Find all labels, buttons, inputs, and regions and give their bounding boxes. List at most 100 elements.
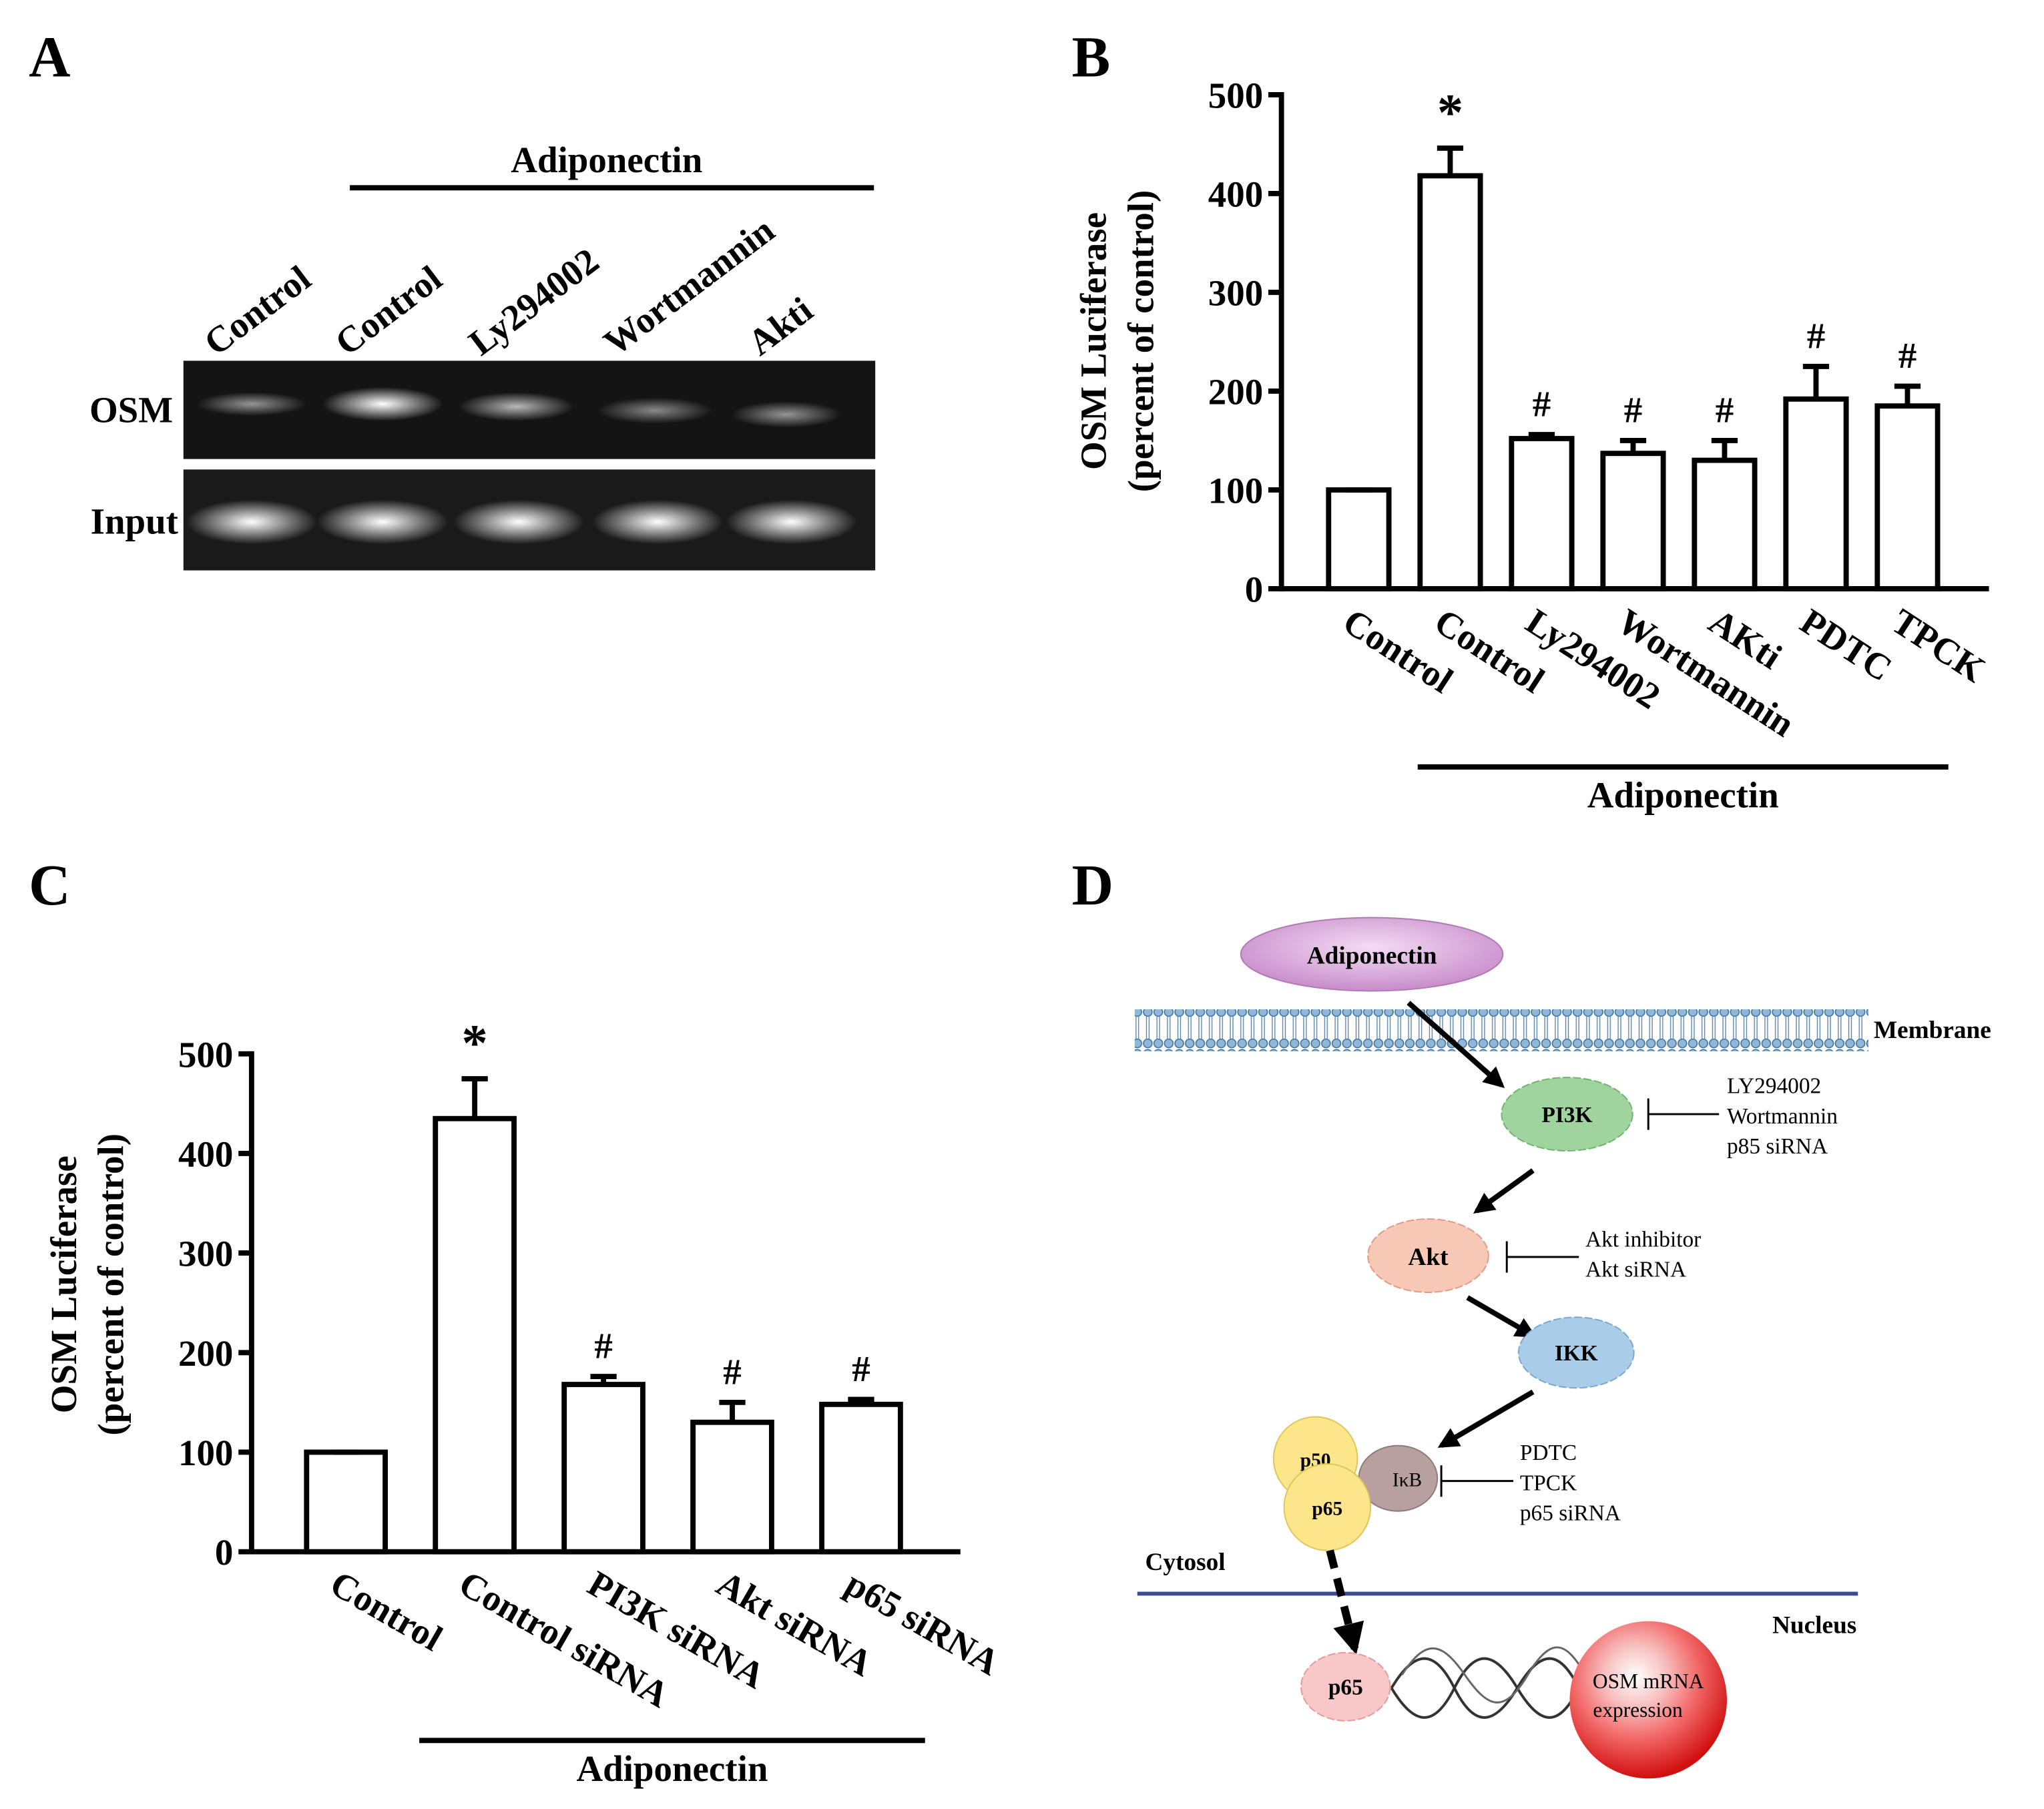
error-bar [1802,364,1830,399]
bar [1874,403,1941,591]
y-tick-label: 400 [1208,174,1263,215]
significance-mark: * [1437,83,1463,141]
inhibitor-label: TPCK [1520,1471,1577,1495]
node-label: IKK [1555,1341,1598,1366]
membrane-label: Membrane [1874,1017,1991,1044]
significance-mark: # [1624,389,1642,430]
y-axis-label: OSM Luciferase (percent of control) [1073,190,1162,493]
arrow [1407,1001,1505,1089]
y-axis-label-line: OSM Luciferase [1073,212,1114,470]
significance-mark: # [1898,335,1917,376]
bar [561,1382,646,1555]
lane-label: Control [328,258,449,363]
y-axis-label-line: OSM Luciferase [43,1155,84,1413]
bar [1509,436,1575,591]
arrow [1437,1389,1535,1449]
node-label: Adiponectin [1307,942,1437,969]
y-axis-label-line: (percent of control) [91,1133,132,1436]
y-tick-label: 300 [1208,273,1263,314]
pathway-diagram: Adiponectin Membrane PI3K LY294002 Wortm… [1134,917,1991,1779]
arrow [1466,1295,1537,1338]
significance-mark: # [723,1351,741,1392]
y-tick-label: 200 [178,1333,233,1374]
band [458,392,574,421]
x-tick-label: PDTC [1793,601,1899,690]
panel-label: D [1072,853,1113,917]
error-bar [848,1396,874,1404]
arrow [1326,1549,1364,1655]
significance-mark: # [852,1348,870,1389]
y-tick-label: 500 [1208,75,1263,116]
band [597,397,713,424]
error-bar [719,1399,746,1423]
x-tick-label: Control siRNA [453,1563,676,1716]
error-bar [1894,383,1921,407]
akt-node [1367,1218,1489,1293]
dna-strand [1400,1646,1587,1704]
output-label: expression [1593,1698,1683,1722]
node-label: IκB [1392,1469,1422,1491]
significance-mark: # [1716,389,1734,430]
bar [1600,451,1666,591]
compartment-label: Nucleus [1772,1611,1856,1639]
pi3k-node [1501,1077,1633,1151]
bar [433,1115,517,1555]
x-tick-label: Control [324,1563,449,1659]
error-bar [1528,432,1555,439]
error-bar [1711,438,1738,461]
arrow [1473,1168,1535,1214]
dna-strand [1390,1657,1580,1719]
group-label: Adiponectin [576,1748,768,1789]
row-label: OSM [89,390,173,431]
band [322,386,443,421]
bar [1692,457,1758,591]
panel-label: A [29,25,70,89]
bar [304,1449,388,1555]
inhibitor-label: LY294002 [1727,1074,1821,1099]
y-tick-label: 500 [178,1034,233,1075]
y-tick-label: 100 [178,1433,233,1473]
inhibitor-label: PDTC [1520,1441,1577,1465]
node-label: p65 [1328,1675,1363,1700]
bar [1417,173,1483,591]
error-bar [461,1076,488,1119]
bar [1326,487,1392,591]
inhibition [1647,1098,1720,1130]
node-label: PI3K [1542,1103,1593,1127]
band [453,499,585,545]
inhibition [1440,1465,1514,1497]
y-axis-label-line: (percent of control) [1120,190,1161,493]
output-label: OSM mRNA [1593,1669,1704,1693]
y-tick-label: 400 [178,1134,233,1175]
panel-label: B [1072,25,1111,89]
y-tick-label: 0 [215,1532,233,1573]
band [196,392,307,416]
row-label: Input [91,501,179,542]
adiponectin-node [1240,917,1504,992]
panel-label: C [29,853,70,917]
gel-panel: Adiponectin Control Control Ly294002 Wor… [89,140,876,571]
inhibitor-label: p65 siRNA [1520,1501,1621,1526]
x-tick-label: TPCK [1884,601,1992,690]
group-label: Adiponectin [511,140,702,180]
bar [690,1419,774,1555]
inhibitor-label: Wortmannin [1727,1104,1838,1129]
y-tick-label: 300 [178,1234,233,1274]
dna-strand [1390,1657,1580,1719]
significance-mark: # [1807,315,1825,356]
y-tick-label: 100 [1208,471,1263,511]
inhibitor-label: Akt inhibitor [1585,1227,1701,1252]
y-tick-label: 200 [1208,372,1263,413]
bar [1783,396,1849,591]
node-label: Akt [1408,1244,1449,1271]
lane-label: Akti [740,289,820,363]
membrane [1134,1009,1868,1051]
inhibition [1505,1241,1579,1273]
node-label: p65 [1312,1499,1342,1520]
significance-mark: * [462,1014,488,1072]
group-label: Adiponectin [1587,775,1779,816]
band [592,499,724,545]
y-tick-label: 0 [1245,569,1263,610]
y-axis-label: OSM Luciferase (percent of control) [43,1133,132,1436]
